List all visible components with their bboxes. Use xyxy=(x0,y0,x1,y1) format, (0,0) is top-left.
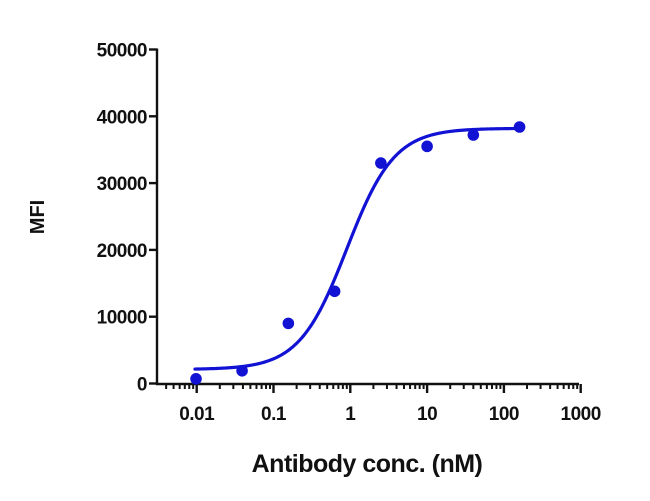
data-point xyxy=(282,317,295,330)
y-tick-label: 0 xyxy=(137,375,147,396)
y-tick-label: 20000 xyxy=(97,241,147,262)
data-point xyxy=(421,140,433,153)
y-tick-label: 10000 xyxy=(97,308,147,329)
x-axis-title: Antibody conc. (nM) xyxy=(252,450,483,478)
y-tick-label: 40000 xyxy=(97,107,147,128)
x-tick-label: 1 xyxy=(345,404,356,425)
data-point xyxy=(513,121,526,133)
y-axis: 0 10000 20000 30000 40000 50000 xyxy=(97,41,159,396)
data-point xyxy=(467,129,480,141)
y-axis-title: MFI xyxy=(27,200,49,234)
x-tick-label: 100 xyxy=(489,404,519,425)
x-tick-label: 0.01 xyxy=(179,404,215,425)
fit-curve xyxy=(193,126,523,371)
x-tick-label: 1000 xyxy=(561,404,601,425)
data-point xyxy=(328,285,341,298)
data-point xyxy=(190,373,202,385)
x-axis: 0.01 0.1 1 10 100 1000 xyxy=(156,382,601,425)
y-tick-label: 50000 xyxy=(97,41,147,62)
y-tick-label: 30000 xyxy=(97,174,147,195)
x-tick-label: 10 xyxy=(417,404,437,425)
data-points xyxy=(190,121,526,385)
data-point xyxy=(375,157,387,169)
x-tick-label: 0.1 xyxy=(261,404,287,425)
data-point xyxy=(236,365,248,377)
